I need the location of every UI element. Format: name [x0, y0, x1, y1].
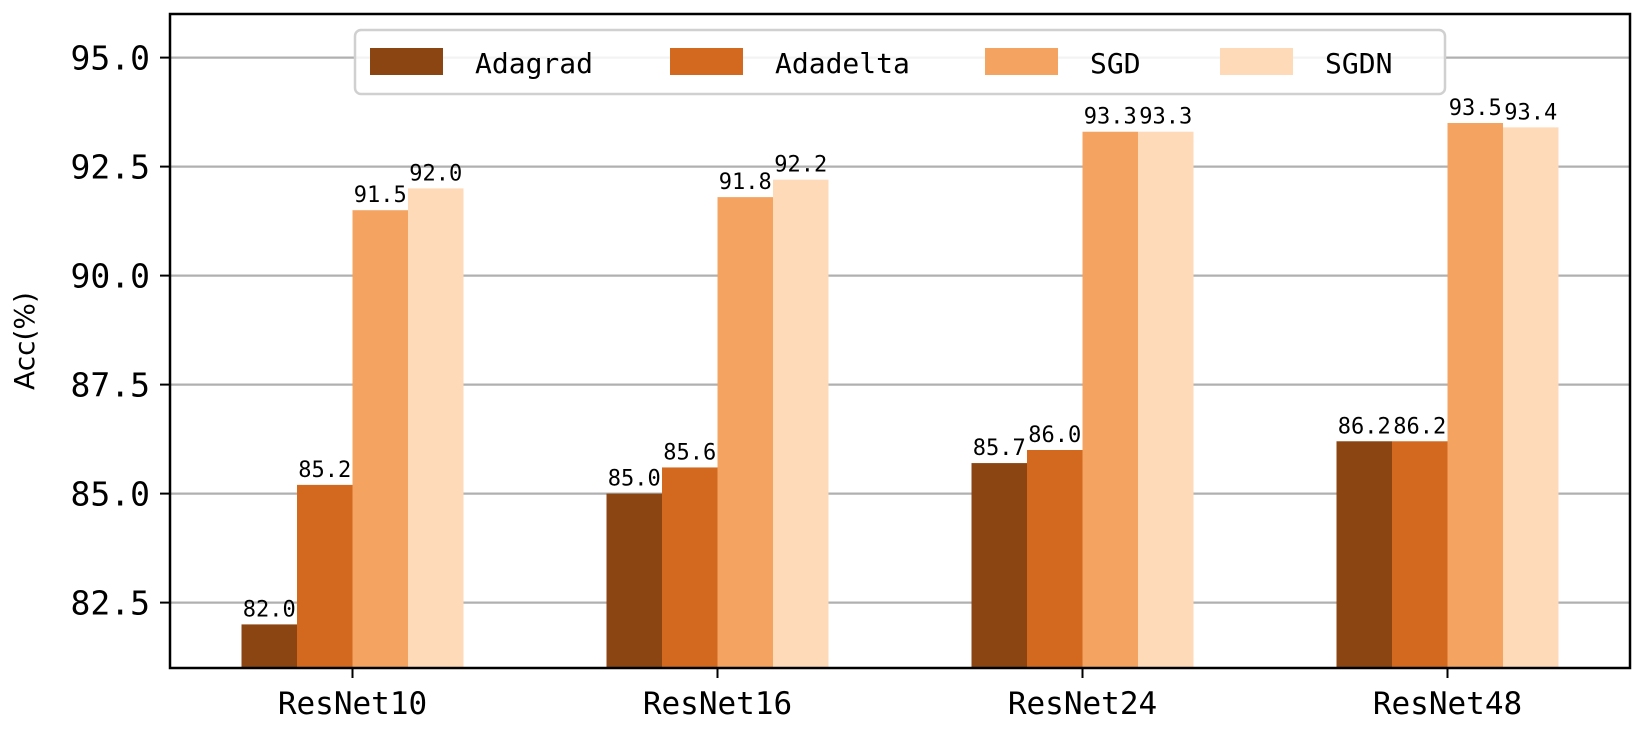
legend: Adagrad Adadelta SGD SGDN	[353, 28, 1447, 96]
bar-sgdn-resnet48	[1503, 127, 1559, 669]
data-label: 82.0	[243, 597, 296, 622]
data-label: 86.2	[1338, 414, 1391, 439]
y-tick-label: 87.5	[71, 366, 150, 405]
bar-adagrad-resnet48	[1336, 441, 1392, 668]
y-tick-label: 92.5	[71, 148, 150, 187]
legend-frame	[353, 28, 1447, 96]
data-label: 93.3	[1139, 105, 1192, 130]
data-labels: 82.0 85.2 91.592.0 85.085.6 91.892.2 85.786.0…	[243, 96, 1557, 622]
legend-label: SGD	[1090, 47, 1141, 80]
bar-sgdn-resnet24	[1138, 131, 1194, 669]
x-axis: ResNet10 ResNet16 ResNet24 ResNet48	[278, 668, 1522, 722]
legend-label: Adadelta	[775, 47, 910, 80]
legend-swatch-adagrad	[370, 48, 443, 75]
legend-swatch-adadelta	[670, 48, 743, 75]
y-axis-label: Acc(%)	[8, 292, 41, 390]
x-tick-label: ResNet10	[278, 686, 427, 722]
bar-adadelta-resnet24	[1027, 450, 1083, 668]
bars	[241, 123, 1559, 669]
data-label: 93.4	[1504, 100, 1557, 125]
data-label: 93.3	[1084, 105, 1137, 130]
data-label: 85.6	[663, 440, 716, 465]
legend-label: SGDN	[1325, 47, 1392, 80]
legend-swatch-sgd	[985, 48, 1058, 75]
data-label: 91.5	[354, 183, 407, 208]
y-tick-label: 85.0	[71, 475, 150, 514]
y-tick-label: 82.5	[71, 584, 150, 623]
plot-frame	[168, 12, 1632, 670]
bar-sgdn-resnet10	[408, 188, 464, 668]
bar-adadelta-resnet10	[297, 484, 353, 668]
bar-sgd-resnet16	[717, 197, 773, 668]
bar-adagrad-resnet10	[241, 624, 297, 668]
legend-label: Adagrad	[475, 47, 593, 80]
bar-sgd-resnet48	[1447, 123, 1503, 668]
bar-adagrad-resnet16	[606, 493, 662, 668]
data-label: 92.2	[774, 153, 827, 178]
y-axis: 82.5 85.0 87.5 90.0 92.5 95.0	[71, 39, 170, 623]
data-label: 93.5	[1449, 96, 1502, 121]
data-label: 86.2	[1393, 414, 1446, 439]
legend-swatch-sgdn	[1220, 48, 1293, 75]
data-label: 91.8	[719, 170, 772, 195]
data-label: 85.2	[298, 458, 351, 483]
data-label: 92.0	[409, 161, 462, 186]
bar-sgd-resnet10	[352, 210, 408, 668]
bar-sgdn-resnet16	[773, 179, 829, 668]
bar-adadelta-resnet48	[1392, 441, 1448, 668]
bar-adadelta-resnet16	[662, 467, 718, 668]
data-label: 85.0	[608, 467, 661, 492]
x-tick-label: ResNet16	[643, 686, 792, 722]
data-label: 85.7	[973, 436, 1026, 461]
y-tick-label: 95.0	[71, 39, 150, 78]
x-tick-label: ResNet48	[1373, 686, 1522, 722]
bar-adagrad-resnet24	[971, 463, 1027, 668]
x-tick-label: ResNet24	[1008, 686, 1157, 722]
data-label: 86.0	[1028, 423, 1081, 448]
bar-sgd-resnet24	[1082, 131, 1138, 669]
y-tick-label: 90.0	[71, 257, 150, 296]
